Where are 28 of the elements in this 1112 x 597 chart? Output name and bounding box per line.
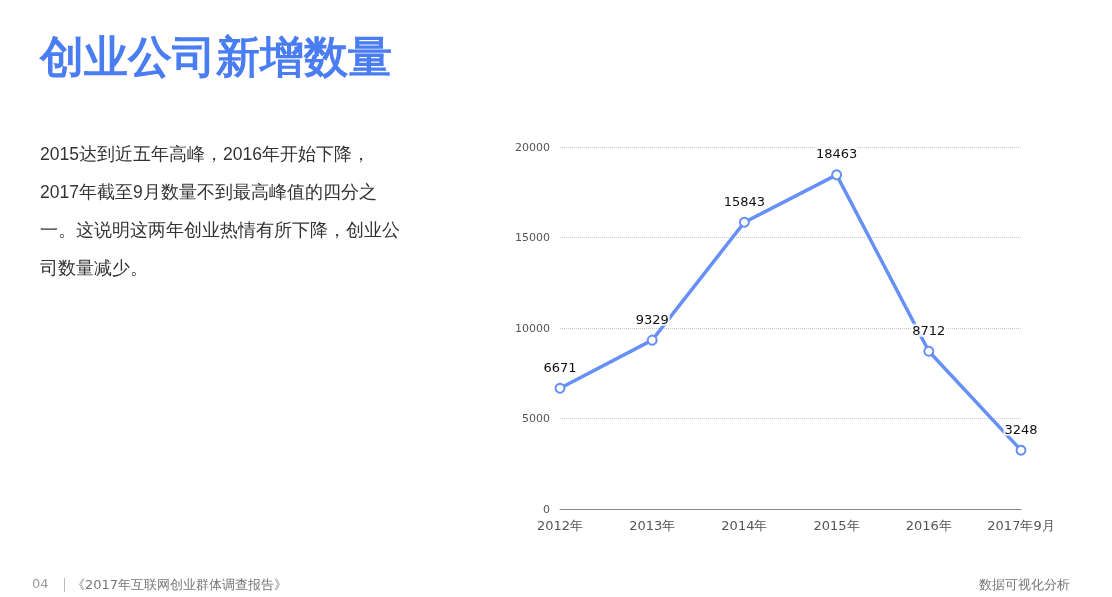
text: 《2017年互联网创业群体调查报告》 xyxy=(72,576,288,594)
point xyxy=(923,345,935,357)
data-label: 6671 xyxy=(543,359,577,375)
data-label: 15843 xyxy=(723,193,766,209)
point xyxy=(738,216,750,228)
y-tick-label: 5000 xyxy=(522,412,550,425)
x-tick-label: 2017年9月 xyxy=(987,518,1055,533)
text: 2015达到近五年高峰，2016年开始下降，2017年截至9月数量不到最高峰值的四分之一。这说明这两年创业热情有所下降，创业公司数量减少。 xyxy=(40,143,401,280)
data-label: 3248 xyxy=(1004,421,1038,437)
data-label: 18463 xyxy=(815,146,858,162)
x-tick-label: 2012年 xyxy=(536,518,584,533)
x-tick-label: 2016年 xyxy=(905,518,952,533)
y-tick-label: 20000 xyxy=(515,140,550,154)
chart-title: 创业公司新增数量 xyxy=(40,30,392,84)
y-tick-label: 15000 xyxy=(515,231,550,244)
point xyxy=(1015,444,1027,456)
point xyxy=(554,382,566,394)
y-tick-label: 0 xyxy=(543,502,550,516)
x-tick-label: 2014年 xyxy=(721,518,768,533)
x-tick-label: 2015年 xyxy=(813,518,860,533)
y-tick-label: 10000 xyxy=(515,321,550,335)
text: 数据可视化分析 xyxy=(979,576,1070,594)
point xyxy=(646,334,658,346)
text: 04 xyxy=(32,576,49,591)
data-label: 8712 xyxy=(912,322,946,338)
point xyxy=(831,169,843,181)
data-label: 9329 xyxy=(635,311,669,327)
x-tick-label: 2013年 xyxy=(629,518,676,533)
